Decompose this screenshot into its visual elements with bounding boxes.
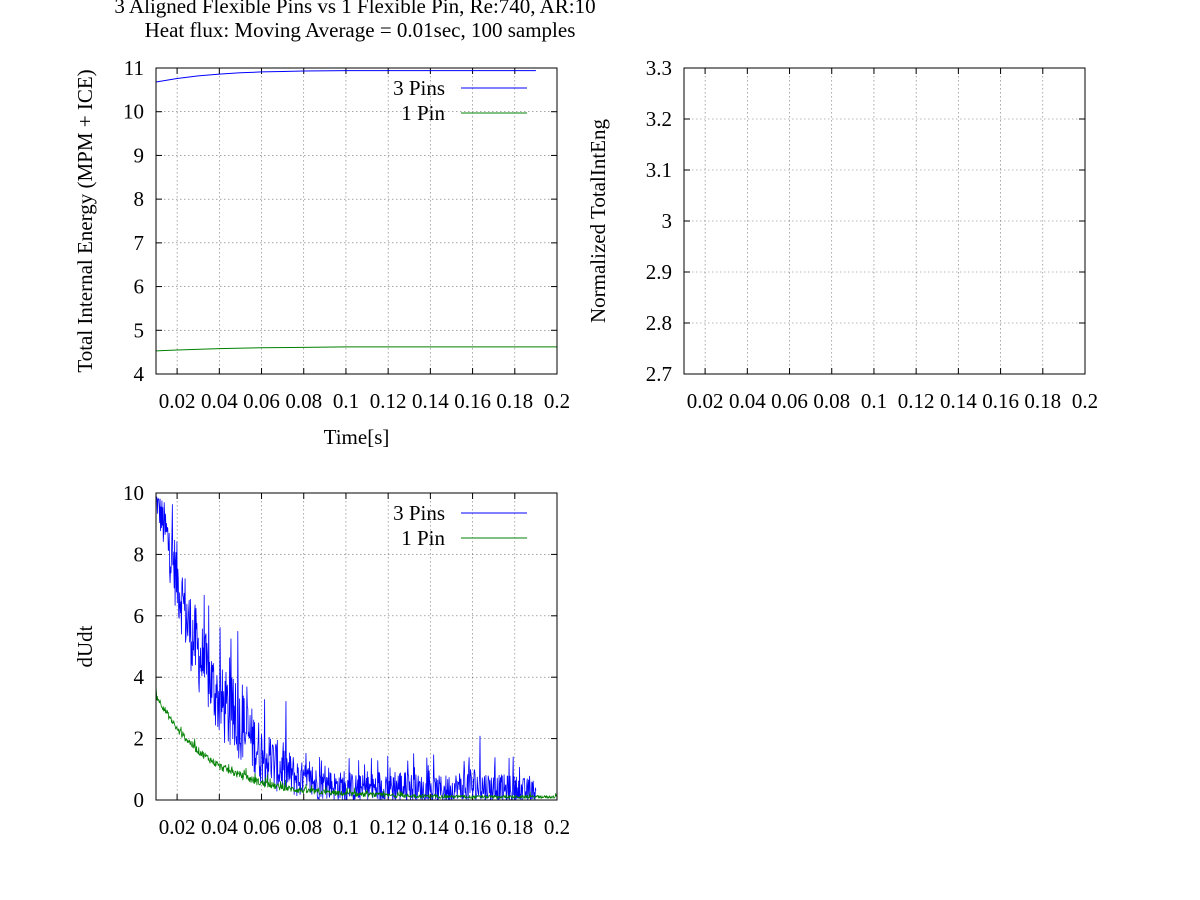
y-tick-label: 7 xyxy=(134,231,145,255)
x-tick-label: 0.02 xyxy=(159,389,196,413)
series-line-1-pin xyxy=(156,686,557,799)
x-tick-label: 0.18 xyxy=(496,389,533,413)
y-tick-label: 4 xyxy=(134,665,145,689)
x-tick-label: 0.2 xyxy=(544,815,570,839)
chart-panel-1: 0.02 0.04 0.06 0.08 0.1 0.12 0.14 0.16 0.18 0.2 4 5… xyxy=(73,56,570,449)
y-tick-label: 3.3 xyxy=(646,56,672,80)
legend-label: 3 Pins xyxy=(393,501,445,525)
x-tick-label: 0.04 xyxy=(201,389,238,413)
series-line-3-pins xyxy=(156,495,537,800)
x-tick-label: 0.12 xyxy=(370,815,407,839)
plot-frame xyxy=(155,67,558,375)
figure-subtitle: Heat flux: Moving Average = 0.01sec, 100… xyxy=(145,18,576,42)
y-tick-label: 10 xyxy=(123,481,144,505)
legend-label: 3 Pins xyxy=(393,76,445,100)
series-group xyxy=(156,495,557,800)
x-tick-label: 0.06 xyxy=(243,389,280,413)
x-tick-label: 0.02 xyxy=(159,815,196,839)
y-axis-label: dUdt xyxy=(73,625,97,667)
x-tick-label: 0.18 xyxy=(1024,389,1061,413)
x-tick-label: 0.18 xyxy=(496,815,533,839)
x-tick-label: 0.14 xyxy=(412,389,449,413)
y-axis-label: Normalized TotalIntEng xyxy=(586,119,610,324)
x-tick-label: 0.16 xyxy=(454,389,491,413)
y-tick-label: 2.9 xyxy=(646,260,672,284)
y-tick-label: 10 xyxy=(123,100,144,124)
x-tick-label: 0.16 xyxy=(982,389,1019,413)
y-tick-label: 0 xyxy=(134,788,145,812)
y-tick-label: 5 xyxy=(134,318,145,342)
x-tick-label: 0.08 xyxy=(285,389,322,413)
x-tick-label: 0.08 xyxy=(285,815,322,839)
chart-panel-2: 0.02 0.04 0.06 0.08 0.1 0.12 0.14 0.16 0.18 0.2 2.… xyxy=(586,56,1098,413)
x-tick-label: 0.12 xyxy=(898,389,935,413)
y-tick-label: 3 xyxy=(662,209,673,233)
x-tick-label: 0.2 xyxy=(544,389,570,413)
y-tick-label: 2.7 xyxy=(646,362,672,386)
series-group xyxy=(156,70,557,352)
x-tick-label: 0.1 xyxy=(861,389,887,413)
y-tick-label: 11 xyxy=(124,56,144,80)
y-tick-label: 6 xyxy=(134,604,145,628)
y-tick-label: 3.2 xyxy=(646,107,672,131)
x-axis-label: Time[s] xyxy=(324,425,390,449)
x-tick-label: 0.1 xyxy=(333,815,359,839)
series-line-3-pins xyxy=(156,70,536,83)
x-tick-label: 0.08 xyxy=(813,389,850,413)
x-tick-label: 0.1 xyxy=(333,389,359,413)
y-tick-label: 4 xyxy=(134,362,145,386)
y-tick-label: 6 xyxy=(134,275,145,299)
x-tick-label: 0.04 xyxy=(729,389,766,413)
y-tick-label: 8 xyxy=(134,187,145,211)
y-tick-label: 8 xyxy=(134,542,145,566)
x-tick-label: 0.06 xyxy=(243,815,280,839)
x-tick-label: 0.14 xyxy=(940,389,977,413)
x-tick-label: 0.06 xyxy=(771,389,808,413)
x-tick-label: 0.04 xyxy=(201,815,238,839)
plot-frame xyxy=(683,67,1086,375)
figure-title: 3 Aligned Flexible Pins vs 1 Flexible Pi… xyxy=(114,0,595,18)
x-tick-label: 0.12 xyxy=(370,389,407,413)
y-axis-label: Total Internal Energy (MPM + ICE) xyxy=(73,69,97,372)
x-tick-label: 0.02 xyxy=(687,389,724,413)
y-tick-label: 9 xyxy=(134,143,145,167)
legend-label: 1 Pin xyxy=(401,101,445,125)
series-line-1-pin xyxy=(156,346,557,352)
chart-panel-3: 0.02 0.04 0.06 0.08 0.1 0.12 0.14 0.16 0.18 0.2 0 2… xyxy=(73,481,570,839)
y-tick-label: 3.1 xyxy=(646,158,672,182)
x-tick-label: 0.16 xyxy=(454,815,491,839)
y-tick-label: 2 xyxy=(134,727,145,751)
x-tick-label: 0.2 xyxy=(1072,389,1098,413)
plot-frame xyxy=(155,492,558,801)
y-tick-label: 2.8 xyxy=(646,311,672,335)
x-tick-label: 0.14 xyxy=(412,815,449,839)
legend-label: 1 Pin xyxy=(401,526,445,550)
